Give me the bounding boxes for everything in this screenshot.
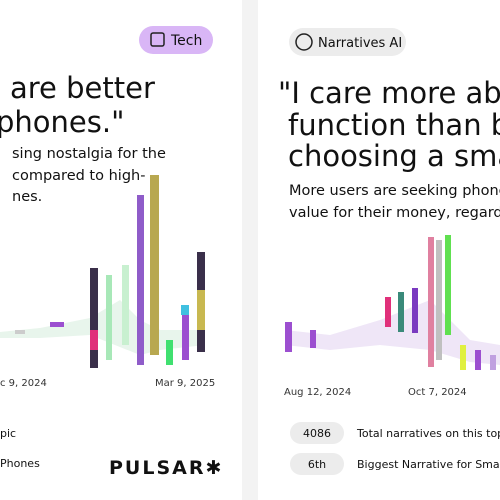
footer-line: Phones (0, 457, 40, 470)
quote-line: "I care more abo (278, 76, 500, 110)
stat-label: Biggest Narrative for Smartphon (357, 458, 500, 471)
footer-line: pic (0, 427, 16, 440)
quote-line: function than b (288, 108, 500, 142)
subtitle-line: value for their money, regardle (289, 205, 500, 221)
tag: Tech (170, 33, 202, 49)
gap (242, 0, 258, 500)
stat-value: 4086 (303, 427, 331, 440)
right-card: Narratives AI "I care more abo function … (278, 28, 500, 475)
left-card: Tech are better phones." sing nostalgia … (0, 26, 223, 479)
axis-label: Aug 12, 2024 (284, 387, 351, 398)
subtitle-line: compared to high- (12, 168, 145, 184)
icon (295, 33, 313, 51)
tag-pill (289, 28, 406, 56)
tag: Narratives AI (318, 36, 402, 51)
stream-chart (0, 175, 205, 368)
stat-value: 6th (308, 458, 326, 471)
subtitle-line: nes. (12, 189, 42, 205)
axis-label: Mar 9, 2025 (155, 378, 215, 389)
subtitle-line: More users are seeking phone (289, 183, 500, 199)
quote-line: are better (10, 71, 155, 105)
stat-pill (290, 453, 344, 475)
stat-pill (290, 422, 344, 444)
stat-label: Total narratives on this topic (356, 427, 500, 440)
subtitle-line: sing nostalgia for the (12, 146, 166, 162)
quote-line: choosing a sma (288, 139, 500, 173)
stream-chart (285, 235, 500, 370)
axis-label: Oct 7, 2024 (408, 387, 467, 398)
quote-line: phones." (0, 105, 124, 139)
chip-icon (150, 32, 165, 47)
brand: PULSAR✱ (109, 457, 223, 479)
axis-label: c 9, 2024 (0, 378, 47, 389)
